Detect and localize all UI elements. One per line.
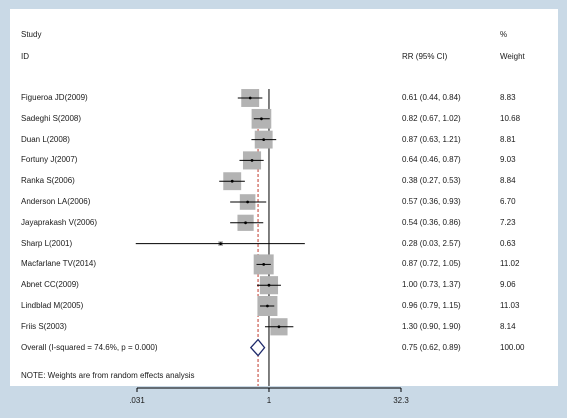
study-weight-label: 8.81 [500, 134, 516, 144]
point-estimate [277, 325, 281, 329]
study-label: Figueroa JD(2009) [21, 93, 88, 102]
overall-ci-label: 0.75 (0.62, 0.89) [402, 342, 461, 352]
point-estimate [260, 117, 263, 121]
study-label: Anderson LA(2006) [21, 197, 91, 206]
header-percent: % [500, 30, 508, 39]
overall-label: Overall (I-squared = 74.6%, p = 0.000) [21, 342, 158, 352]
header-study: Study [21, 30, 42, 39]
point-estimate [219, 242, 223, 246]
study-ci-label: 0.87 (0.72, 1.05) [402, 259, 461, 269]
study-weight-label: 0.63 [500, 238, 516, 248]
plot-panel: Study ID RR (95% CI) % Weight Figueroa J… [10, 9, 558, 386]
study-ci-label: 0.96 (0.79, 1.15) [402, 301, 461, 310]
study-ci-label: 1.30 (0.90, 1.90) [402, 321, 461, 331]
study-label: Duan L(2008) [21, 134, 70, 144]
note-text: NOTE: Weights are from random effects an… [21, 371, 195, 380]
study-label: Abnet CC(2009) [21, 280, 79, 290]
point-estimate [250, 159, 254, 162]
header-weight: Weight [500, 52, 525, 61]
x-tick-label: .031 [129, 396, 145, 405]
study-weight-label: 10.68 [500, 113, 521, 123]
study-weight-label: 9.06 [500, 280, 516, 290]
forest-plot-graphic [135, 89, 305, 386]
point-estimate [266, 304, 269, 308]
study-ci-label: 0.28 (0.03, 2.57) [402, 238, 461, 248]
x-axis-graphic [136, 387, 402, 392]
study-ci-label: 0.61 (0.44, 0.84) [402, 93, 461, 102]
study-weight-label: 8.83 [500, 93, 516, 102]
study-label: Macfarlane TV(2014) [21, 259, 96, 269]
point-estimate [246, 200, 250, 204]
study-weight-label: 11.02 [500, 259, 520, 269]
study-ci-label: 0.82 (0.67, 1.02) [402, 113, 461, 123]
study-weight-label: 9.03 [500, 155, 516, 165]
point-estimate [262, 138, 266, 142]
study-ci-label: 0.87 (0.63, 1.21) [402, 134, 461, 144]
point-estimate [230, 179, 234, 183]
header-id: ID [21, 52, 29, 61]
study-weight-label: 11.03 [500, 301, 520, 310]
study-label: Lindblad M(2005) [21, 301, 84, 310]
study-ci-label: 0.54 (0.36, 0.86) [402, 217, 461, 227]
x-tick-label: 1 [266, 396, 272, 405]
study-weight-label: 6.70 [500, 197, 516, 206]
study-label: Friis S(2003) [21, 321, 67, 331]
study-weight-label: 7.23 [500, 217, 516, 227]
study-label: Fortuny J(2007) [21, 155, 78, 165]
overall-weight-label: 100.00 [500, 342, 525, 352]
study-weight-label: 8.84 [500, 176, 516, 186]
study-label: Jayaprakash V(2006) [21, 217, 98, 227]
study-weight-label: 8.14 [500, 321, 516, 331]
study-ci-label: 0.38 (0.27, 0.53) [402, 176, 461, 186]
point-estimate [267, 283, 271, 287]
point-estimate [262, 263, 266, 266]
point-estimate [244, 221, 247, 225]
x-axis: .031 1 32.3 [0, 386, 567, 418]
x-tick-label: 32.3 [393, 396, 409, 405]
study-ci-label: 0.64 (0.46, 0.87) [402, 155, 461, 165]
study-ci-label: 1.00 (0.73, 1.37) [402, 280, 461, 290]
study-label: Sadeghi S(2008) [21, 113, 82, 123]
header-rr-ci: RR (95% CI) [402, 52, 448, 61]
study-label: Ranka S(2006) [21, 176, 75, 186]
study-ci-label: 0.57 (0.36, 0.93) [402, 197, 461, 206]
overall-diamond [249, 338, 266, 357]
study-label: Sharp L(2001) [21, 238, 73, 248]
point-estimate [248, 96, 252, 100]
